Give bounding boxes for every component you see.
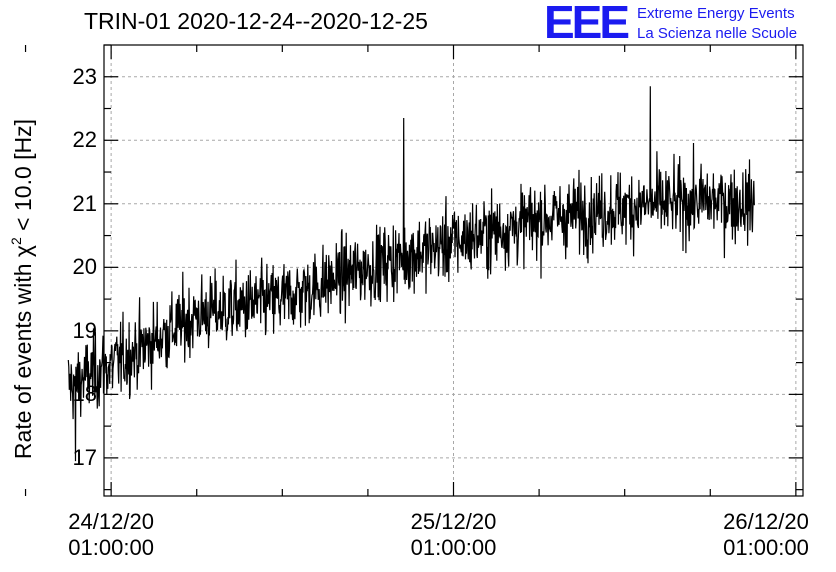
y-tick-label: 17 xyxy=(72,444,97,470)
logo-mark: EEE xyxy=(544,0,630,48)
x-tick-time: 01:00:00 xyxy=(723,535,809,560)
y-axis-label-superscript: 2 xyxy=(8,237,24,245)
y-axis-label-symbol: χ xyxy=(10,245,36,257)
y-axis-label: Rate of events with χ2 < 10.0 [Hz] xyxy=(0,0,40,572)
y-tick-label: 20 xyxy=(72,254,97,280)
y-tick-label: 21 xyxy=(72,190,97,216)
y-axis-label-suffix: < 10.0 [Hz] xyxy=(10,119,36,237)
x-tick-time: 01:00:00 xyxy=(68,535,154,560)
y-tick-label: 23 xyxy=(72,63,97,89)
svg-text:Rate of events with χ2 < 10.0: Rate of events with χ2 < 10.0 [Hz] xyxy=(8,119,36,459)
y-tick-label: 19 xyxy=(72,317,97,343)
x-tick-label: 24/12/20 01:00:00 xyxy=(41,509,181,561)
x-tick-date: 24/12/20 xyxy=(68,509,154,534)
logo-line-2: La Scienza nelle Scuole xyxy=(637,25,798,42)
y-tick-label: 22 xyxy=(72,127,97,153)
x-tick-date: 26/12/20 xyxy=(723,509,809,534)
x-tick-label: 25/12/20 01:00:00 xyxy=(384,509,524,561)
y-axis-label-prefix: Rate of events with xyxy=(10,257,36,459)
y-tick-label: 18 xyxy=(72,381,97,407)
series-line xyxy=(67,86,755,462)
x-tick-date: 25/12/20 xyxy=(410,509,497,534)
x-tick-label: 26/12/20 01:00:00 xyxy=(696,509,836,561)
x-tick-time: 01:00:00 xyxy=(410,535,497,560)
chart-title: TRIN-01 2020-12-24--2020-12-25 xyxy=(84,8,428,34)
logo-line-1: Extreme Energy Events xyxy=(637,5,795,22)
